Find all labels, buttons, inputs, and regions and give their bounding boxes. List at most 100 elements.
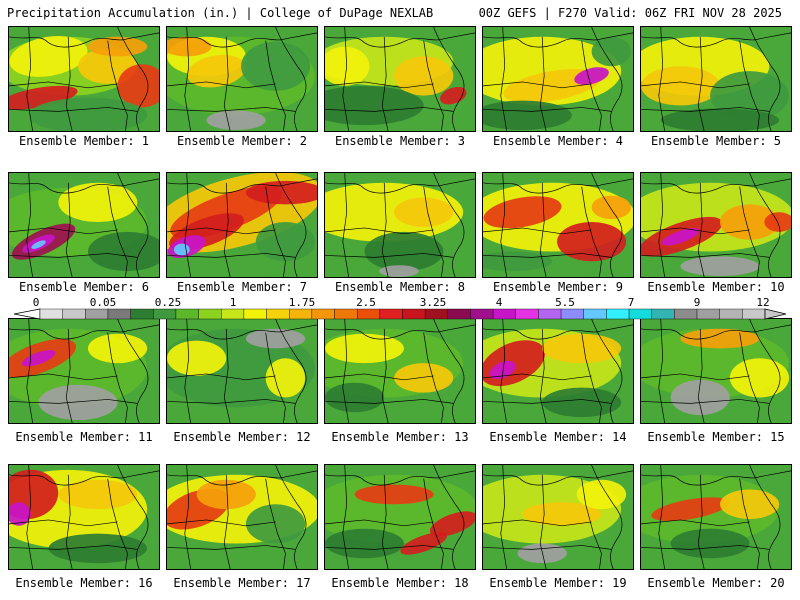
- state-boundary: [641, 227, 750, 235]
- colorbar-segment: [107, 308, 131, 320]
- state-boundary: [223, 36, 231, 131]
- state-boundary: [117, 27, 149, 131]
- state-boundary: [483, 324, 633, 340]
- ensemble-member-map: [640, 318, 792, 424]
- precipitation-field: [483, 319, 633, 423]
- state-boundary: [641, 373, 750, 381]
- colorbar-segment: [175, 308, 199, 320]
- ensemble-member-map: [482, 172, 634, 278]
- precip-contour: [196, 479, 256, 510]
- colorbar-tick-label: 0.25: [154, 296, 182, 309]
- state-boundary: [697, 474, 705, 569]
- ensemble-member-label: Ensemble Member: 16: [15, 576, 153, 590]
- state-boundary: [381, 474, 389, 569]
- state-boundary: [591, 465, 623, 569]
- precip-contour: [325, 528, 404, 559]
- state-boundary: [539, 36, 547, 131]
- state-boundary: [325, 107, 454, 112]
- state-boundary: [107, 478, 128, 569]
- state-boundary: [433, 465, 465, 569]
- ensemble-member-label: Ensemble Member: 1: [18, 134, 150, 148]
- state-boundary: [325, 373, 434, 381]
- state-boundary: [325, 81, 434, 89]
- precip-contour: [670, 379, 730, 416]
- state-boundary: [275, 27, 307, 131]
- state-boundary: [265, 478, 286, 569]
- precip-contour: [641, 66, 720, 106]
- colorbar-tick-label: 0: [32, 296, 40, 309]
- state-boundary: [641, 81, 750, 89]
- precip-contour: [670, 528, 750, 559]
- precip-contour: [255, 222, 316, 262]
- state-boundary: [697, 328, 705, 423]
- state-boundary: [117, 465, 149, 569]
- precip-contour: [28, 97, 148, 131]
- precipitation-field: [325, 27, 475, 131]
- state-boundary: [325, 32, 475, 48]
- precip-contour: [9, 35, 88, 77]
- state-boundary: [9, 81, 118, 89]
- ensemble-member-label: Ensemble Member: 11: [15, 430, 153, 444]
- state-boundary: [483, 470, 633, 486]
- precip-contour: [557, 222, 627, 262]
- precipitation-field: [641, 27, 791, 131]
- state-boundary: [423, 332, 444, 423]
- state-boundary: [591, 27, 623, 131]
- precip-contour: [354, 484, 434, 505]
- colorbar-segment: [583, 308, 607, 320]
- state-boundary: [658, 173, 666, 277]
- precip-contour: [489, 360, 516, 380]
- precipitation-field: [9, 173, 159, 277]
- precip-contour: [660, 108, 780, 131]
- state-boundary: [581, 40, 602, 131]
- state-boundary: [483, 399, 612, 404]
- state-boundary: [423, 186, 444, 277]
- state-boundary: [26, 27, 34, 131]
- state-boundary: [65, 328, 73, 423]
- colorbar-segment: [85, 308, 109, 320]
- state-boundary: [539, 182, 547, 277]
- precip-contour: [542, 387, 622, 418]
- colorbar-segment: [266, 308, 290, 320]
- ensemble-member-map: [324, 464, 476, 570]
- colorbar-tick-label: 1: [229, 296, 237, 309]
- precip-contour: [245, 180, 317, 205]
- map-title: Precipitation Accumulation (in.) | Colle…: [7, 6, 434, 20]
- colorbar-segment: [538, 308, 562, 320]
- state-boundary: [107, 186, 128, 277]
- state-boundary: [325, 178, 475, 194]
- precip-contour: [394, 56, 454, 96]
- state-boundary: [167, 373, 276, 381]
- state-boundary: [65, 36, 73, 131]
- colorbar-tick-label: 0.05: [89, 296, 117, 309]
- state-boundary: [9, 253, 138, 258]
- precipitation-field: [9, 27, 159, 131]
- colorbar-segment: [719, 308, 743, 320]
- colorbar-segment: [492, 308, 516, 320]
- state-boundary: [483, 107, 612, 112]
- state-boundary: [167, 324, 317, 340]
- state-boundary: [9, 399, 138, 404]
- colorbar-max-arrow: [764, 308, 787, 320]
- state-boundary: [167, 81, 276, 89]
- precip-contour: [429, 511, 475, 537]
- state-boundary: [342, 319, 350, 423]
- ensemble-member-map: [166, 172, 318, 278]
- state-boundary: [433, 27, 465, 131]
- precip-contour: [265, 358, 306, 398]
- state-boundary: [167, 32, 317, 48]
- state-boundary: [433, 173, 465, 277]
- colorbar-tick-label: 1.75: [288, 296, 316, 309]
- ensemble-member-label: Ensemble Member: 15: [647, 430, 785, 444]
- precip-contour: [9, 85, 78, 110]
- state-boundary: [500, 27, 508, 131]
- precip-contour: [729, 358, 790, 398]
- precipitation-field: [483, 173, 633, 277]
- state-boundary: [483, 545, 612, 550]
- state-boundary: [739, 40, 760, 131]
- state-boundary: [539, 474, 547, 569]
- colorbar-segment: [153, 308, 177, 320]
- colorbar-segment: [39, 308, 63, 320]
- state-boundary: [9, 519, 118, 527]
- ensemble-member-label: Ensemble Member: 4: [492, 134, 624, 148]
